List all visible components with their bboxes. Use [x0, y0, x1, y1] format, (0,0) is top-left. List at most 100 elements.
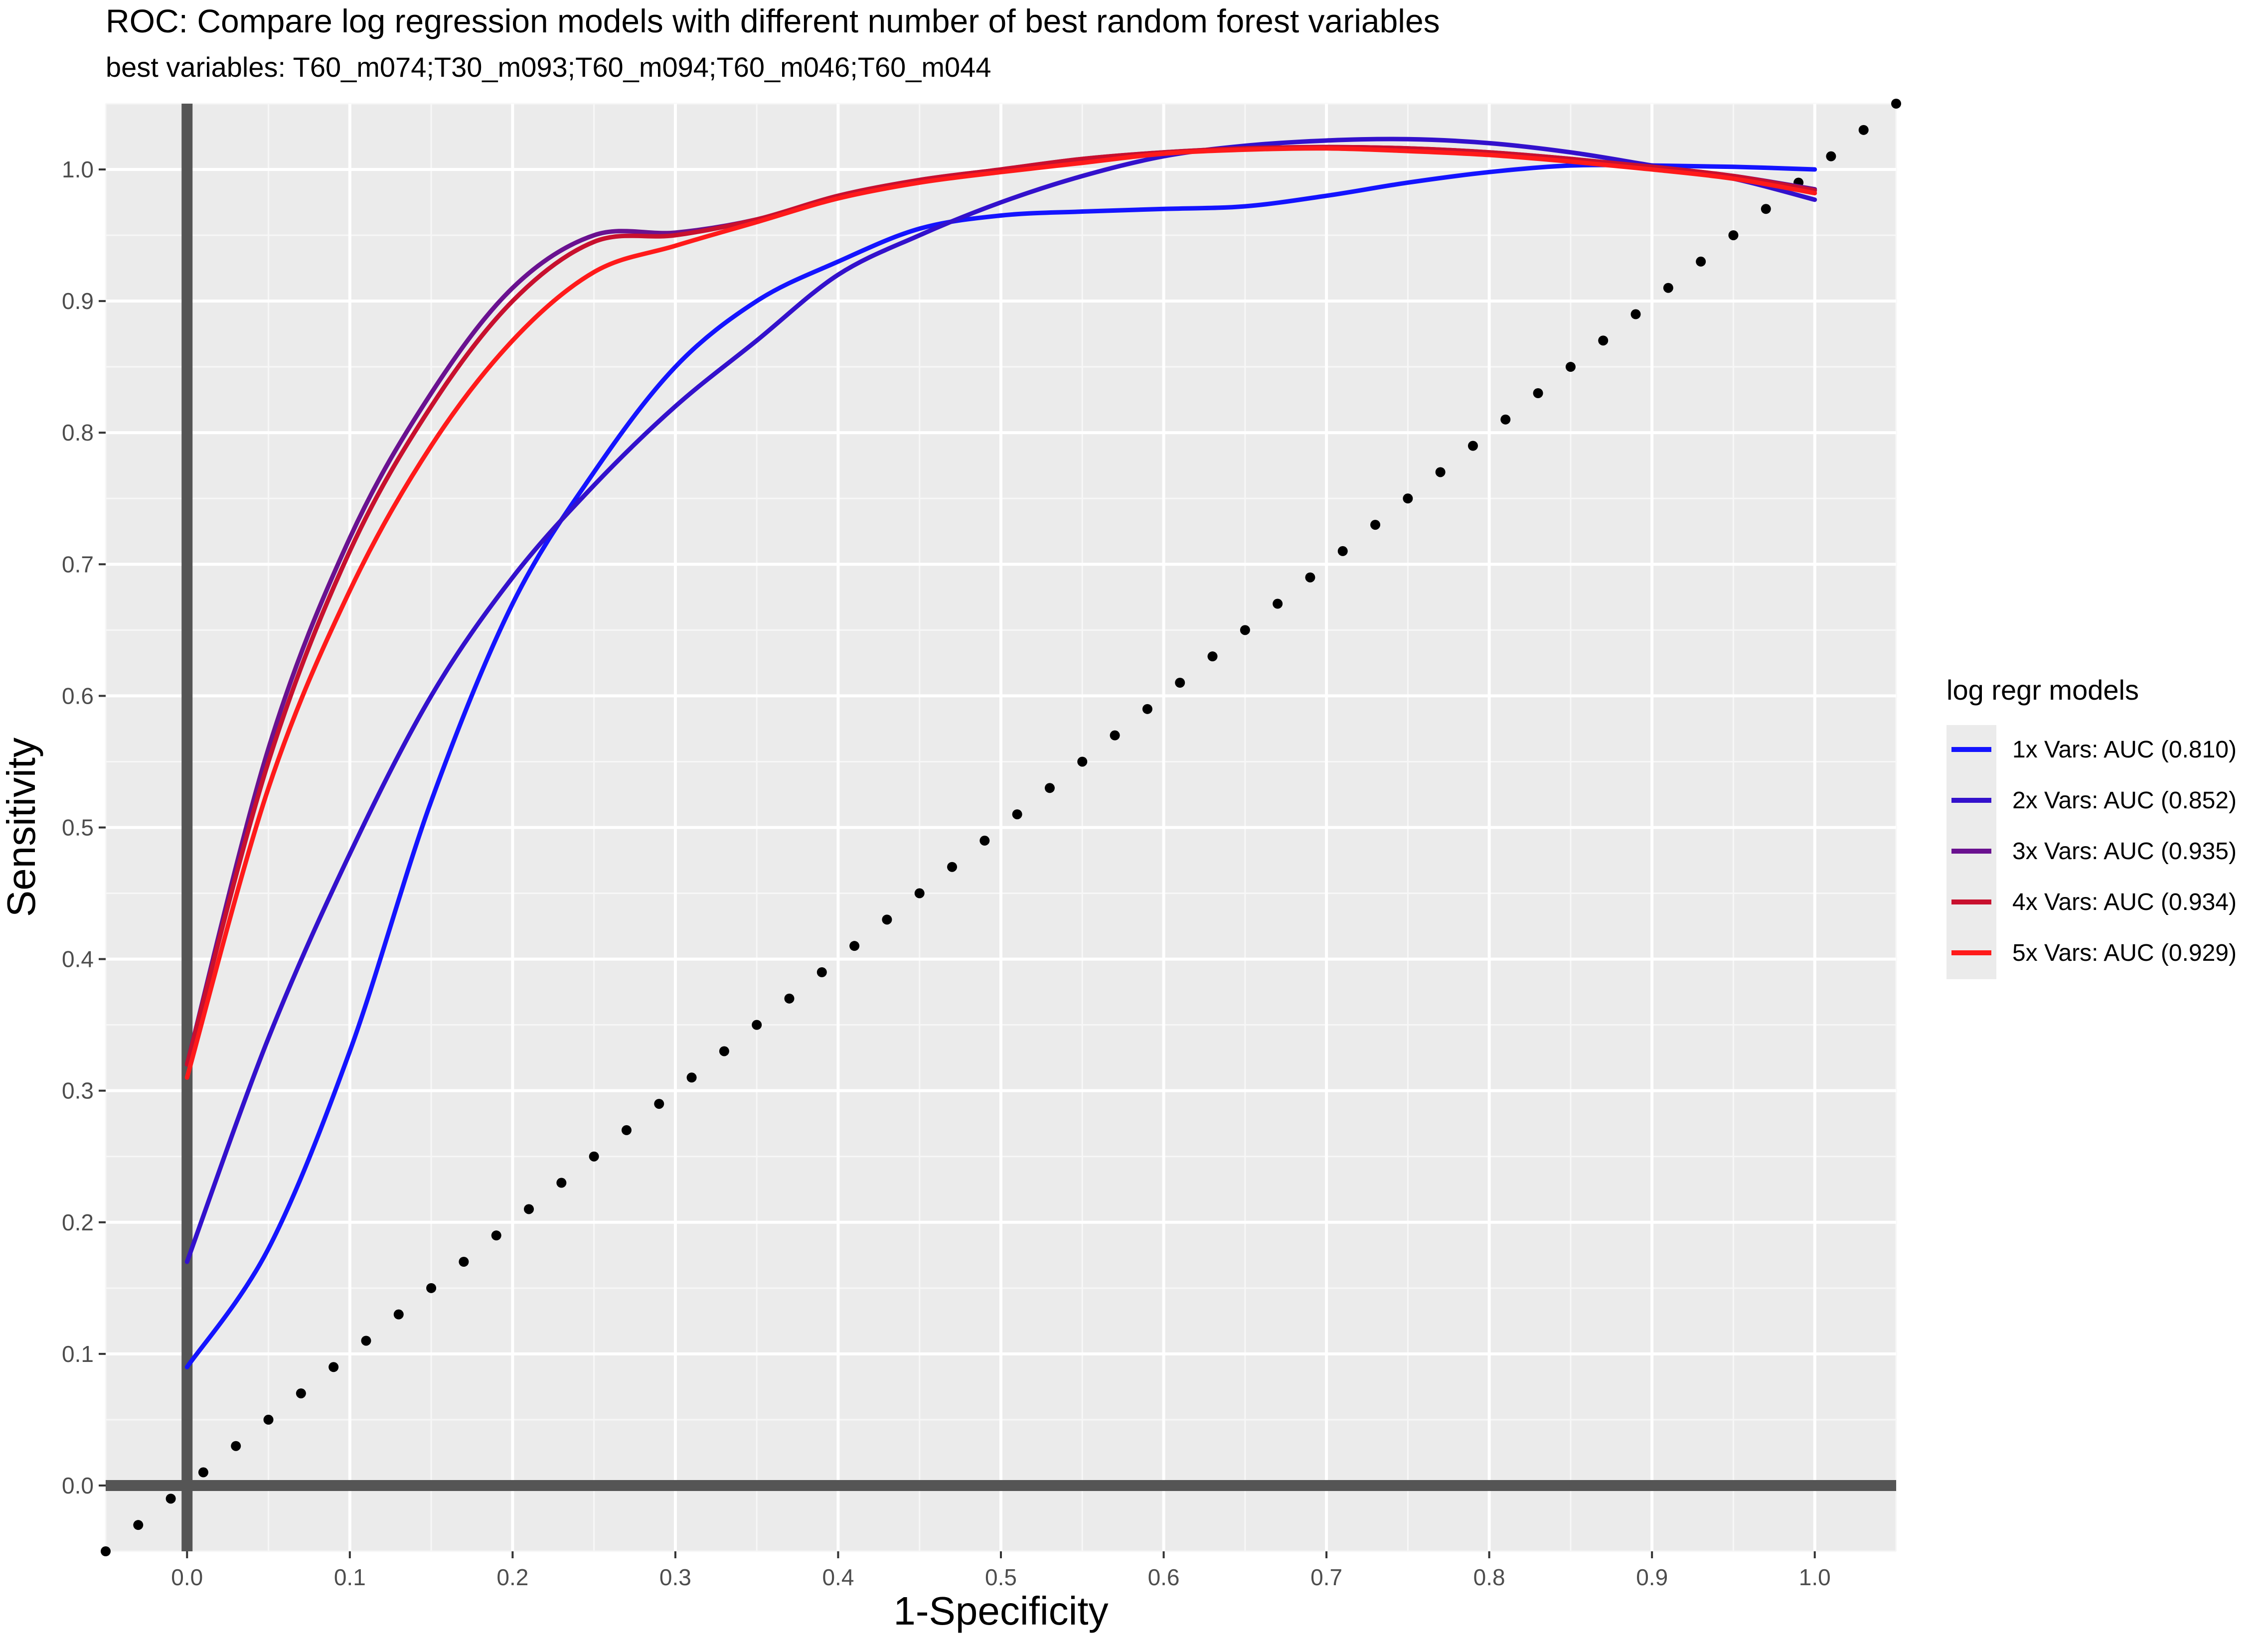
legend-item-1: 1x Vars: AUC (0.810): [1946, 725, 2266, 775]
legend-label: 4x Vars: AUC (0.934): [2012, 889, 2237, 915]
chart-subtitle: best variables: T60_m074;T30_m093;T60_m0…: [106, 51, 991, 83]
series-line-5: [184, 146, 1817, 1080]
x-tick-label: 0.2: [496, 1564, 528, 1590]
diagonal-dot: [1435, 467, 1446, 477]
legend-key-line: [1951, 798, 1991, 803]
diagonal-dot: [1207, 651, 1218, 662]
diagonal-dot: [1500, 414, 1511, 425]
diagonal-dot: [914, 888, 925, 898]
diagonal-dot: [1044, 783, 1055, 793]
diagonal-dot: [1533, 388, 1543, 398]
diagonal-dot: [1370, 520, 1381, 530]
legend-label: 5x Vars: AUC (0.929): [2012, 940, 2237, 966]
x-tick-label: 0.1: [334, 1564, 366, 1590]
x-tick-label: 0.8: [1473, 1564, 1505, 1590]
legend-label: 3x Vars: AUC (0.935): [2012, 838, 2237, 865]
x-tick-label: 0.7: [1310, 1564, 1342, 1590]
diagonal-dot: [719, 1046, 729, 1056]
diagonal-dot: [328, 1362, 339, 1372]
x-tick-label: 0.4: [822, 1564, 854, 1590]
legend-item-5: 5x Vars: AUC (0.929): [1946, 928, 2266, 978]
legend-key-line: [1951, 899, 1991, 904]
y-axis-ticks: 0.0 0.1 0.2 0.3 0.4 0.5 0.6 0.7 0.8 0.9 1.0: [62, 156, 106, 1498]
diagonal-dot: [1175, 678, 1185, 688]
diagonal-dot: [1728, 230, 1739, 241]
y-tick-label: 0.4: [62, 946, 94, 972]
y-axis-title: Sensitivity: [0, 738, 43, 917]
diagonal-dot: [296, 1388, 306, 1399]
diagonal-dot: [752, 1020, 762, 1030]
legend-key-line: [1951, 950, 1991, 955]
diagonal-dot: [1696, 256, 1706, 267]
diagonal-dot: [263, 1414, 274, 1425]
x-tick-label: 0.3: [659, 1564, 691, 1590]
diagonal-dot: [1110, 730, 1120, 741]
y-tick-label: 0.8: [62, 420, 94, 446]
diagonal-dot: [849, 941, 860, 951]
diagonal-dot: [556, 1178, 567, 1188]
y-tick-label: 0.1: [62, 1341, 94, 1367]
diagonal-dot: [1858, 125, 1869, 135]
y-tick-label: 0.7: [62, 551, 94, 577]
diagonal-dot: [1761, 204, 1771, 214]
diagonal-dot: [621, 1125, 632, 1135]
x-tick-label: 0.5: [985, 1564, 1017, 1590]
diagonal-dot: [1663, 283, 1673, 293]
legend-item-4: 4x Vars: AUC (0.934): [1946, 878, 2266, 927]
legend-label: 2x Vars: AUC (0.852): [2012, 787, 2237, 814]
y-tick-label: 0.3: [62, 1078, 94, 1104]
diagonal-dot: [1077, 756, 1088, 767]
diagonal-dot: [816, 967, 827, 977]
x-tick-label: 0.6: [1148, 1564, 1180, 1590]
y-tick-label: 0.2: [62, 1209, 94, 1235]
diagonal-dot: [1012, 809, 1022, 820]
series-layer: [184, 137, 1817, 1369]
diagonal-dot: [1565, 362, 1576, 372]
diagonal-dot: [1273, 598, 1283, 609]
diagonal-dot: [459, 1257, 469, 1267]
diagonal-reference: [101, 99, 1901, 1556]
diagonal-dot: [361, 1336, 371, 1346]
diagonal-dot: [589, 1151, 599, 1162]
series-line-2: [184, 137, 1817, 1264]
diagonal-dot: [198, 1467, 208, 1478]
x-tick-label: 1.0: [1799, 1564, 1831, 1590]
chart-title: ROC: Compare log regression models with …: [106, 2, 1440, 39]
diagonal-dot: [882, 914, 892, 925]
legend-item-3: 3x Vars: AUC (0.935): [1946, 827, 2266, 877]
diagonal-dot: [491, 1230, 501, 1241]
y-tick-label: 1.0: [62, 156, 94, 182]
diagonal-dot: [979, 835, 990, 846]
diagonal-dot: [1305, 572, 1315, 583]
y-tick-label: 0.5: [62, 815, 94, 841]
y-tick-label: 0.0: [62, 1473, 94, 1498]
y-tick-label: 0.9: [62, 288, 94, 314]
reference-lines: [106, 104, 1896, 1551]
diagonal-dot: [133, 1520, 144, 1530]
legend-item-2: 2x Vars: AUC (0.852): [1946, 776, 2266, 826]
diagonal-dot: [784, 993, 795, 1004]
diagonal-dot: [1598, 335, 1609, 346]
x-axis-title: 1-Specificity: [893, 1589, 1108, 1633]
diagonal-dot: [165, 1493, 176, 1504]
diagonal-dot: [231, 1441, 241, 1451]
diagonal-dot: [947, 862, 958, 872]
diagonal-dot: [1891, 99, 1901, 109]
x-tick-label: 0.0: [171, 1564, 203, 1590]
diagonal-dot: [426, 1283, 437, 1293]
diagonal-dot: [393, 1309, 404, 1320]
series-line-1: [184, 162, 1817, 1369]
x-tick-label: 0.9: [1636, 1564, 1668, 1590]
legend-title: log regr models: [1946, 674, 2139, 706]
y-tick-label: 0.6: [62, 683, 94, 709]
diagonal-dot: [1337, 546, 1348, 556]
series-line-4: [184, 145, 1817, 1067]
diagonal-dot: [1826, 151, 1836, 161]
diagonal-dot: [654, 1099, 664, 1109]
diagonal-dot: [1403, 493, 1413, 504]
diagonal-dot: [1630, 309, 1641, 319]
legend-key-line: [1951, 747, 1991, 752]
legend-key-line: [1951, 849, 1991, 854]
diagonal-dot: [524, 1204, 534, 1214]
